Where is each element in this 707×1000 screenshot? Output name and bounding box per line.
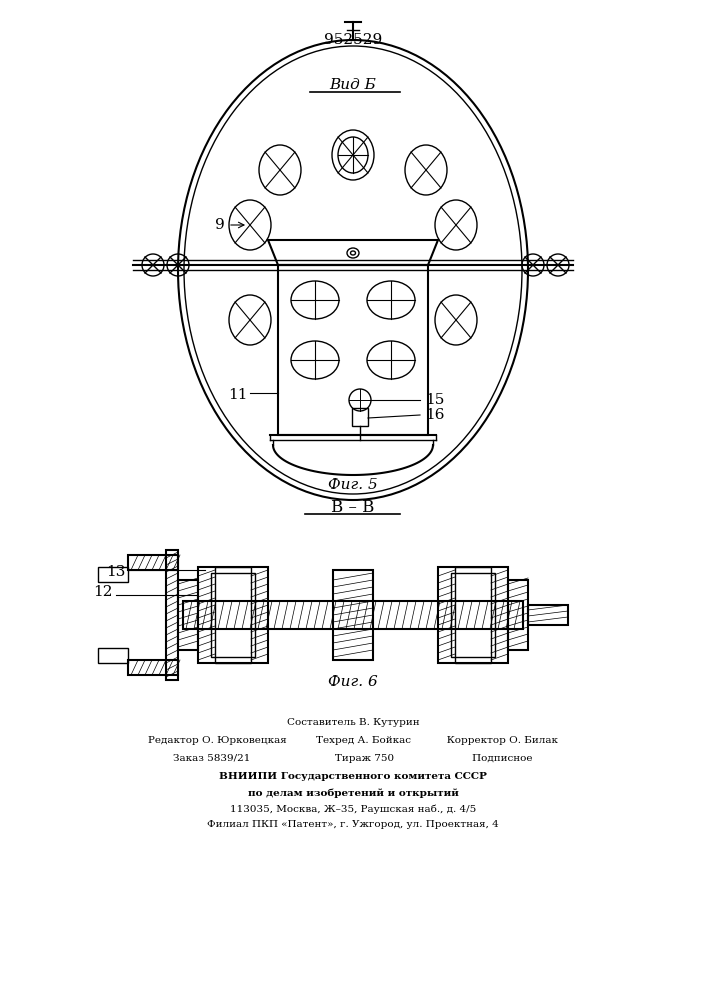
- Text: 113035, Москва, Ж–35, Раушская наб., д. 4/5: 113035, Москва, Ж–35, Раушская наб., д. …: [230, 804, 476, 814]
- Text: Заказ 5839/21                          Тираж 750                        Подписно: Заказ 5839/21 Тираж 750 Подписно: [173, 754, 533, 763]
- Text: Фиг. 6: Фиг. 6: [328, 675, 378, 689]
- Bar: [98, 648, 128, 663]
- Bar: [98, 567, 128, 582]
- Bar: [438, 567, 508, 663]
- Bar: [333, 570, 373, 660]
- Text: Составитель В. Кутурин: Составитель В. Кутурин: [286, 718, 419, 727]
- Text: 16: 16: [425, 408, 445, 422]
- Text: 9: 9: [215, 218, 225, 232]
- Bar: [198, 567, 268, 663]
- Text: Фиг. 5: Фиг. 5: [328, 478, 378, 492]
- Bar: [183, 601, 523, 629]
- Text: В – В: В – В: [332, 498, 375, 516]
- Bar: [352, 408, 368, 426]
- Text: 11: 11: [228, 388, 248, 402]
- Bar: [215, 567, 251, 663]
- Bar: [455, 567, 491, 663]
- Bar: [128, 555, 178, 570]
- Text: Вид Б: Вид Б: [329, 78, 376, 92]
- Text: 13: 13: [105, 565, 125, 579]
- Bar: [178, 580, 198, 650]
- Text: 12: 12: [93, 585, 113, 599]
- Text: 952529: 952529: [324, 33, 382, 47]
- Bar: [528, 605, 568, 625]
- Text: Филиал ПКП «Патент», г. Ужгород, ул. Проектная, 4: Филиал ПКП «Патент», г. Ужгород, ул. Про…: [207, 820, 499, 829]
- Bar: [128, 660, 178, 675]
- Bar: [451, 573, 495, 657]
- Text: 15: 15: [425, 393, 445, 407]
- Bar: [211, 573, 255, 657]
- Bar: [166, 550, 178, 680]
- Text: ВНИИПИ Государственного комитета СССР: ВНИИПИ Государственного комитета СССР: [219, 772, 487, 781]
- Bar: [508, 580, 528, 650]
- Text: по делам изобретений и открытий: по делам изобретений и открытий: [247, 788, 458, 798]
- Bar: [278, 265, 428, 435]
- Text: Редактор О. Юрковецкая         Техред А. Бойкас           Корректор О. Билак: Редактор О. Юрковецкая Техред А. Бойкас …: [148, 736, 558, 745]
